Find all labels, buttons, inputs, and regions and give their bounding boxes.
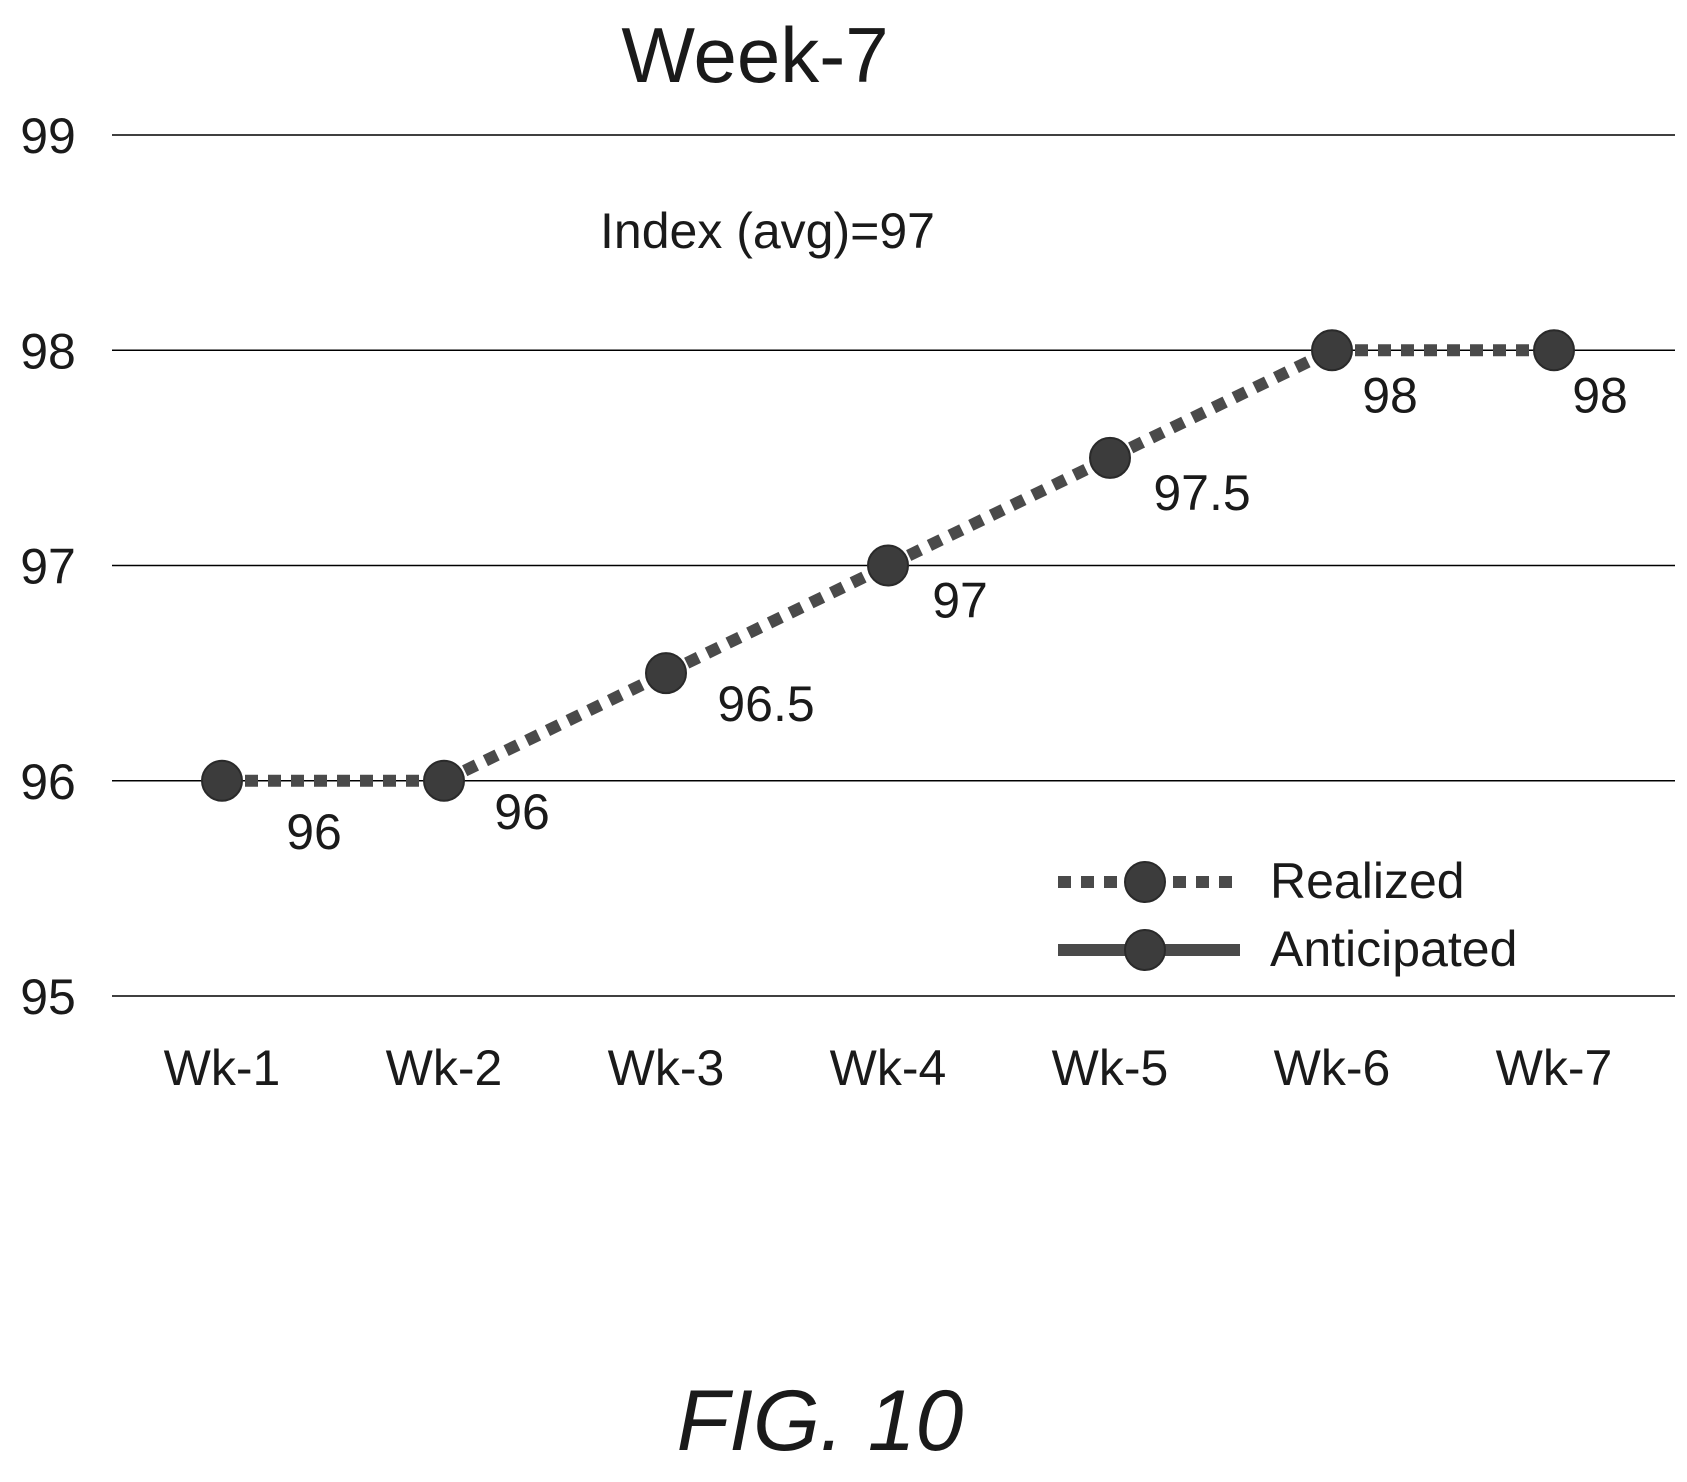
- x-tick-label-wk-3: Wk-3: [608, 1040, 725, 1096]
- series-realized: [201, 329, 1575, 802]
- y-tick-label-95: 95: [20, 969, 76, 1025]
- legend-item-realized: Realized: [1058, 853, 1465, 909]
- y-tick-label-99: 99: [20, 108, 76, 164]
- data-labels: 96 96 96.5 97 97.5 98 98: [286, 367, 1628, 860]
- data-point-wk-1: [201, 759, 243, 802]
- data-point-wk-5: [1089, 436, 1131, 479]
- data-label-wk-7: 98: [1572, 367, 1628, 423]
- x-tick-label-wk-1: Wk-1: [164, 1040, 281, 1096]
- data-label-wk-2: 96: [494, 784, 550, 840]
- legend-swatch-realized-marker: [1124, 861, 1166, 903]
- data-point-wk-4: [867, 544, 909, 587]
- y-tick-label-98: 98: [20, 323, 76, 379]
- data-label-wk-4: 97: [932, 573, 988, 629]
- data-label-wk-1: 96: [286, 804, 342, 860]
- data-label-wk-5: 97.5: [1153, 465, 1250, 521]
- data-point-wk-3: [645, 652, 687, 695]
- legend-item-anticipated: Anticipated: [1058, 921, 1517, 977]
- x-tick-label-wk-4: Wk-4: [830, 1040, 947, 1096]
- data-point-wk-6: [1311, 329, 1353, 372]
- y-tick-label-96: 96: [20, 754, 76, 810]
- legend-label-realized: Realized: [1270, 853, 1465, 909]
- index-average-annotation: Index (avg)=97: [600, 203, 935, 259]
- data-point-wk-2: [423, 759, 465, 802]
- series-segment-4: [885, 452, 1113, 571]
- y-tick-label-97: 97: [20, 539, 76, 595]
- x-tick-label-wk-7: Wk-7: [1496, 1040, 1613, 1096]
- figure-caption: FIG. 10: [677, 1373, 964, 1469]
- x-axis-ticks: Wk-1 Wk-2 Wk-3 Wk-4 Wk-5 Wk-6 Wk-7: [164, 1040, 1613, 1096]
- x-tick-label-wk-2: Wk-2: [386, 1040, 503, 1096]
- series-segment-5: [1107, 344, 1335, 464]
- y-axis-ticks: 99 98 97 96 95: [20, 108, 76, 1025]
- legend-label-anticipated: Anticipated: [1270, 921, 1517, 977]
- data-label-wk-3: 96.5: [717, 676, 814, 732]
- legend-swatch-anticipated-marker: [1124, 929, 1166, 971]
- legend: Realized Anticipated: [1058, 853, 1517, 977]
- series-segment-2: [441, 667, 669, 787]
- data-label-wk-6: 98: [1362, 367, 1418, 423]
- chart-title: Week-7: [621, 11, 888, 99]
- x-tick-label-wk-5: Wk-5: [1052, 1040, 1169, 1096]
- data-point-wk-7: [1533, 329, 1575, 372]
- x-tick-label-wk-6: Wk-6: [1274, 1040, 1391, 1096]
- series-segment-3: [663, 560, 891, 679]
